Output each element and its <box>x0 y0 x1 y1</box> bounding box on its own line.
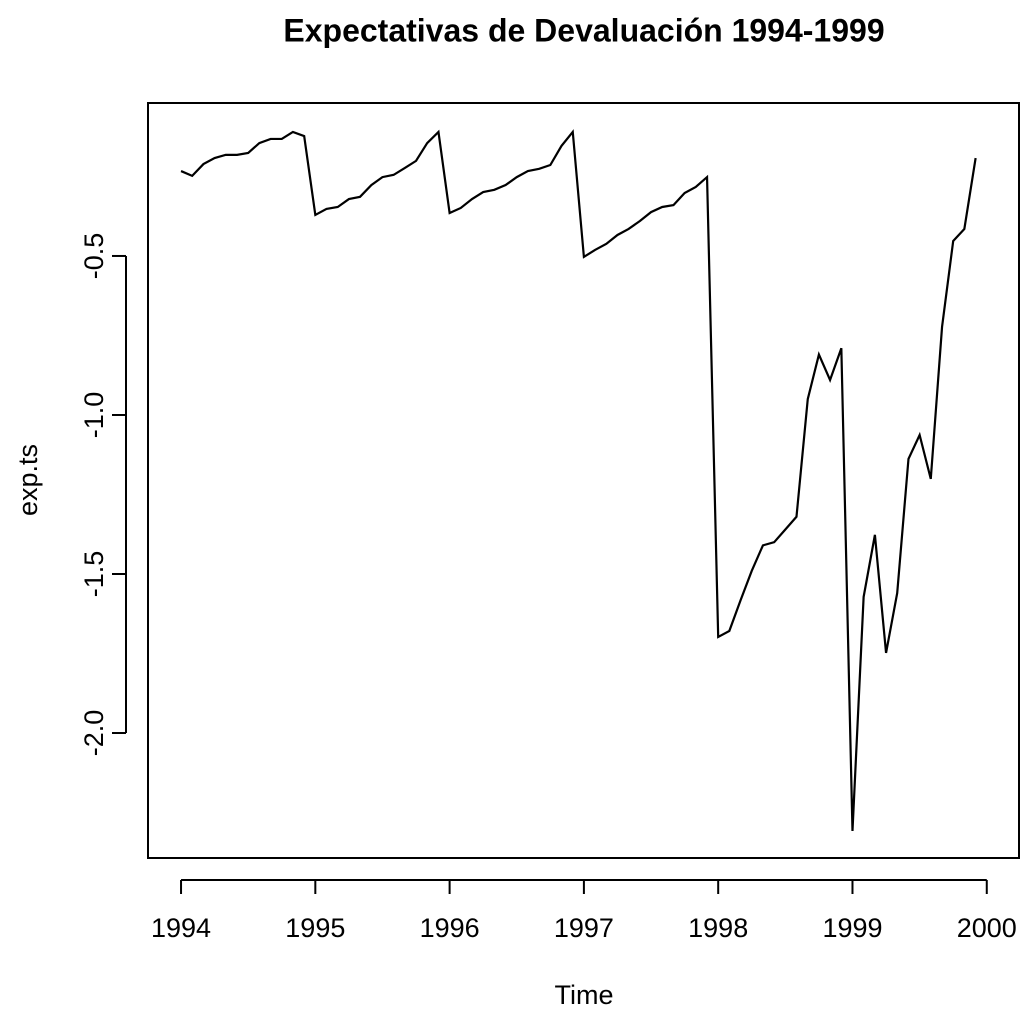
x-axis-label: Time <box>555 980 614 1010</box>
plot-frame <box>147 102 1020 859</box>
x-tick-label: 1996 <box>420 913 480 943</box>
x-tick-label: 1997 <box>554 913 614 943</box>
y-tick-label: -2.0 <box>79 710 109 757</box>
chart-title: Expectativas de Devaluación 1994-1999 <box>283 12 884 48</box>
series-line <box>180 129 977 832</box>
x-tick-label: 1998 <box>688 913 748 943</box>
x-tick-label: 1999 <box>822 913 882 943</box>
y-tick-label: -1.5 <box>79 551 109 598</box>
x-tick-label: 2000 <box>957 913 1017 943</box>
x-tick-label: 1994 <box>151 913 211 943</box>
x-tick-label: 1995 <box>285 913 345 943</box>
y-tick-label: -0.5 <box>79 233 109 280</box>
y-tick-label: -1.0 <box>79 392 109 439</box>
y-axis-label: exp.ts <box>13 444 43 516</box>
